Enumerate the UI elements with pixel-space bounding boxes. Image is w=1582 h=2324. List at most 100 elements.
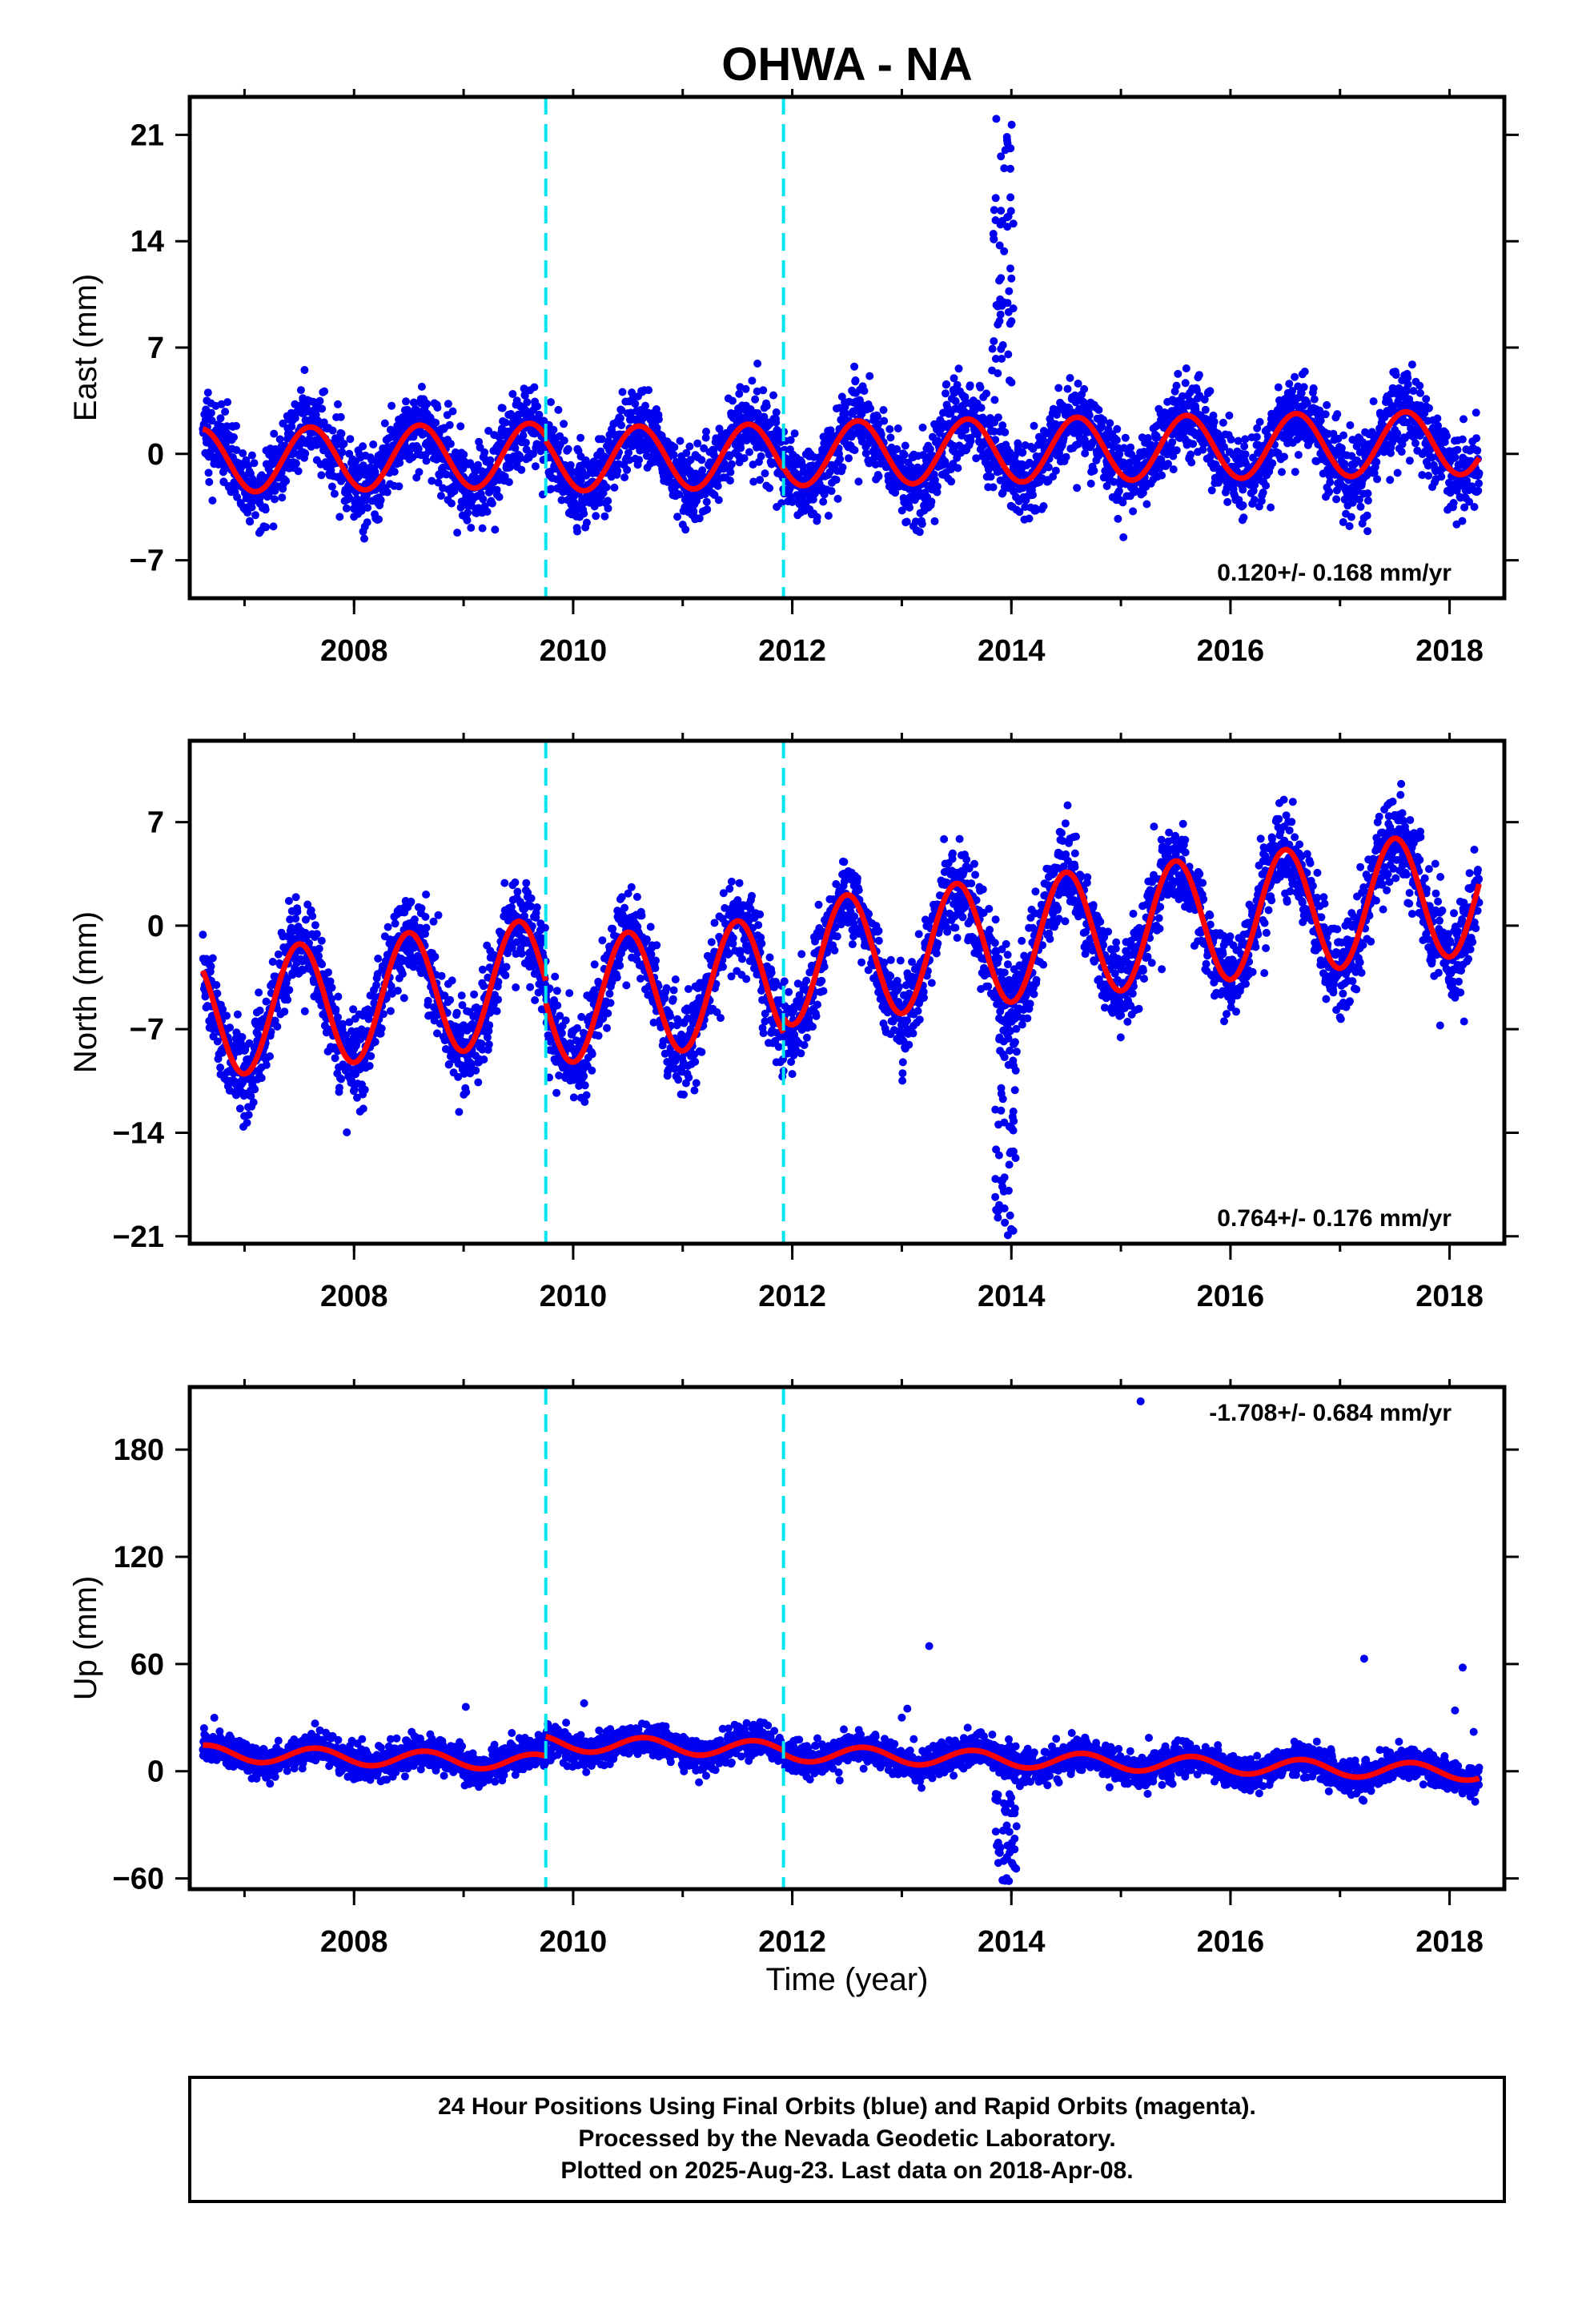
data-point [506, 463, 514, 472]
data-point [1391, 371, 1400, 380]
data-point [521, 438, 530, 447]
data-point [455, 1108, 464, 1116]
data-point [315, 944, 323, 953]
data-point [618, 388, 627, 396]
data-point [1186, 450, 1195, 459]
data-point [207, 962, 215, 971]
data-point [1339, 431, 1348, 440]
data-point [1119, 533, 1128, 541]
data-point [1424, 404, 1433, 412]
data-point [1239, 501, 1247, 509]
data-point [208, 497, 217, 505]
data-point [1106, 419, 1114, 428]
data-point [854, 477, 863, 486]
data-point [221, 408, 230, 416]
data-point [714, 496, 723, 505]
data-point [1300, 368, 1309, 376]
data-point [478, 965, 487, 974]
data-point [702, 497, 711, 506]
data-point [296, 386, 305, 395]
data-point [682, 448, 691, 457]
data-point [369, 440, 378, 448]
data-point [761, 469, 769, 478]
data-point [330, 489, 339, 498]
data-point [448, 407, 457, 416]
data-point [698, 466, 707, 475]
data-point [727, 460, 736, 468]
data-point [841, 409, 850, 418]
data-point [432, 455, 441, 464]
data-point [893, 444, 901, 453]
data-point [400, 994, 408, 1003]
data-point [528, 449, 537, 458]
north-panel: 2008 2010 2012 2014 2016 201870−7−14−21North … [68, 733, 1519, 1313]
data-point [1005, 376, 1014, 385]
data-point [280, 1007, 289, 1016]
data-point [207, 408, 215, 417]
data-point [533, 402, 542, 411]
data-point [740, 454, 749, 463]
data-point [1458, 435, 1467, 444]
data-point [991, 436, 1000, 444]
data-point [471, 467, 480, 476]
data-point [484, 427, 493, 435]
data-point [604, 497, 612, 505]
data-point [756, 476, 765, 485]
data-point [372, 981, 380, 990]
data-point [901, 441, 909, 450]
data-point [613, 467, 622, 475]
data-point [891, 489, 900, 497]
data-point [1114, 487, 1123, 496]
data-point [1299, 383, 1308, 392]
data-point [997, 152, 1006, 161]
data-point [918, 423, 927, 432]
data-point [749, 460, 757, 469]
data-point [223, 1011, 231, 1020]
data-point [866, 404, 874, 412]
data-point [342, 504, 351, 513]
data-point [1356, 502, 1365, 511]
data-point [850, 446, 859, 455]
data-point [749, 477, 758, 486]
data-point [376, 496, 385, 505]
data-point [735, 389, 744, 398]
data-point [990, 396, 999, 404]
data-point [1009, 219, 1018, 228]
data-point [223, 398, 232, 407]
data-point [788, 497, 797, 506]
data-point [504, 478, 513, 486]
data-point [1062, 452, 1070, 461]
data-point [1018, 448, 1027, 456]
data-point [900, 450, 909, 459]
data-point [268, 958, 277, 966]
data-point [927, 497, 936, 506]
data-point [1291, 468, 1299, 476]
data-point [769, 391, 777, 400]
data-point [741, 384, 750, 393]
data-point [982, 389, 990, 398]
data-point [1126, 443, 1135, 452]
data-point [1090, 466, 1098, 475]
data-point [530, 383, 539, 392]
data-point [357, 506, 366, 515]
data-point [422, 891, 431, 899]
data-point [212, 981, 221, 989]
data-point [1403, 380, 1412, 389]
data-point [511, 444, 520, 452]
data-point [1397, 448, 1406, 456]
data-point [1007, 274, 1016, 283]
data-point [1030, 421, 1038, 430]
data-point [1006, 164, 1014, 173]
data-point [951, 396, 960, 405]
data-point [1280, 452, 1288, 461]
data-point [1189, 440, 1198, 448]
data-point [432, 418, 440, 427]
data-point [480, 448, 489, 456]
data-point [1015, 508, 1024, 517]
data-point [391, 919, 400, 928]
data-point [644, 386, 653, 395]
data-point [1309, 384, 1318, 392]
data-point [300, 366, 309, 374]
data-point [363, 504, 372, 512]
data-point [1363, 489, 1372, 498]
